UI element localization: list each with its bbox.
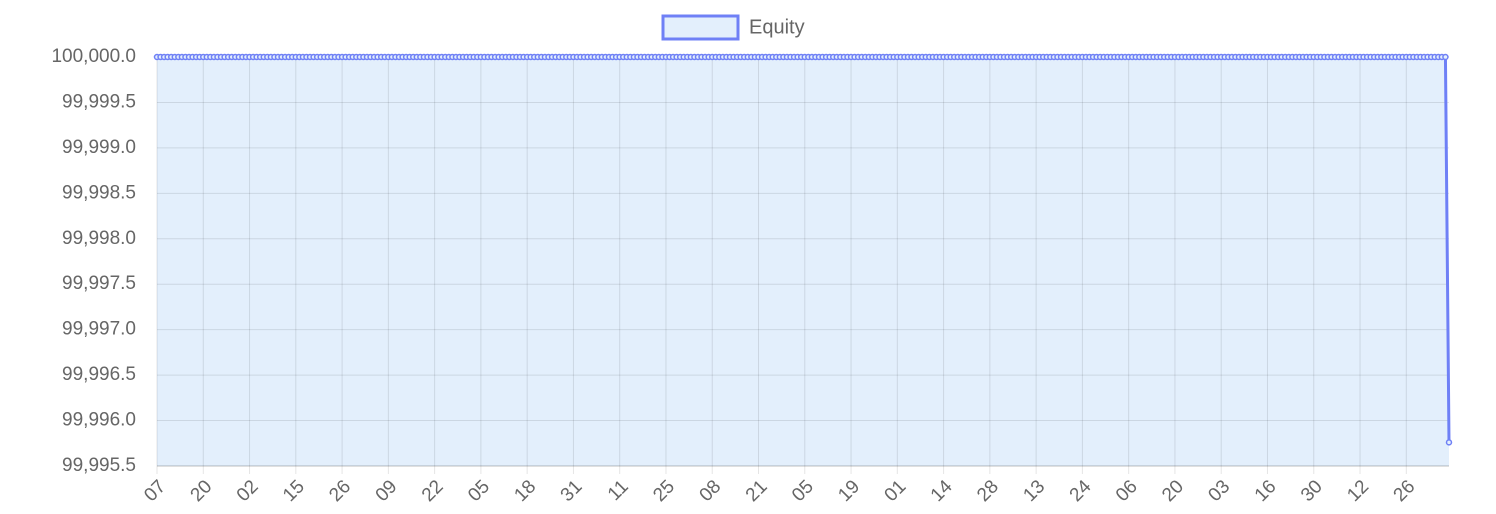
- x-tick-label: 05: [788, 476, 818, 506]
- legend-label: Equity: [749, 16, 805, 38]
- x-tick-label: 05: [464, 476, 494, 506]
- x-tick-label: 31: [557, 476, 587, 506]
- x-tick-label: 25: [649, 476, 679, 506]
- x-tick-label: 21: [742, 476, 772, 506]
- x-tick-label: 20: [1158, 476, 1188, 506]
- legend-swatch: [661, 14, 740, 41]
- x-tick-label: 15: [279, 476, 309, 506]
- y-tick-label: 99,999.0: [62, 137, 136, 158]
- x-tick-label: 12: [1343, 476, 1373, 506]
- y-tick-label: 99,997.0: [62, 319, 136, 340]
- x-tick-label: 22: [418, 476, 448, 506]
- point: [1445, 439, 1453, 446]
- x-tick-label: 16: [1251, 476, 1281, 506]
- x-tick-label: 26: [1390, 476, 1420, 506]
- x-tick-label: 07: [140, 476, 170, 506]
- x-tick-label: 11: [604, 476, 633, 505]
- x-tick-label: 14: [927, 476, 957, 506]
- x-tick-label: 24: [1066, 476, 1096, 506]
- y-tick-label: 99,995.5: [62, 455, 136, 476]
- x-tick-label: 13: [1019, 476, 1049, 506]
- point: [1442, 53, 1449, 61]
- x-tick-label: 03: [1204, 476, 1234, 506]
- x-tick-label: 19: [834, 476, 864, 506]
- y-tick-label: 99,998.0: [62, 228, 136, 249]
- y-tick-label: 99,997.5: [62, 273, 136, 294]
- x-tick-label: 02: [233, 476, 263, 506]
- x-tick-label: 08: [696, 476, 726, 506]
- x-tick-label: 06: [1112, 476, 1142, 506]
- y-tick-label: 99,996.0: [62, 410, 136, 431]
- x-tick-label: 20: [187, 476, 217, 506]
- y-tick-label: 99,999.5: [62, 91, 136, 112]
- x-tick-label: 09: [372, 476, 402, 506]
- x-tick-label: 28: [973, 476, 1003, 506]
- x-tick-label: 01: [881, 476, 911, 506]
- y-tick-label: 99,996.5: [62, 364, 136, 385]
- x-tick-label: 30: [1297, 476, 1327, 506]
- x-tick-label: 18: [510, 476, 540, 506]
- y-tick-label: 100,000.0: [51, 46, 136, 67]
- area: [157, 57, 1449, 466]
- y-tick-label: 99,998.5: [62, 182, 136, 203]
- x-tick-label: 26: [325, 476, 355, 506]
